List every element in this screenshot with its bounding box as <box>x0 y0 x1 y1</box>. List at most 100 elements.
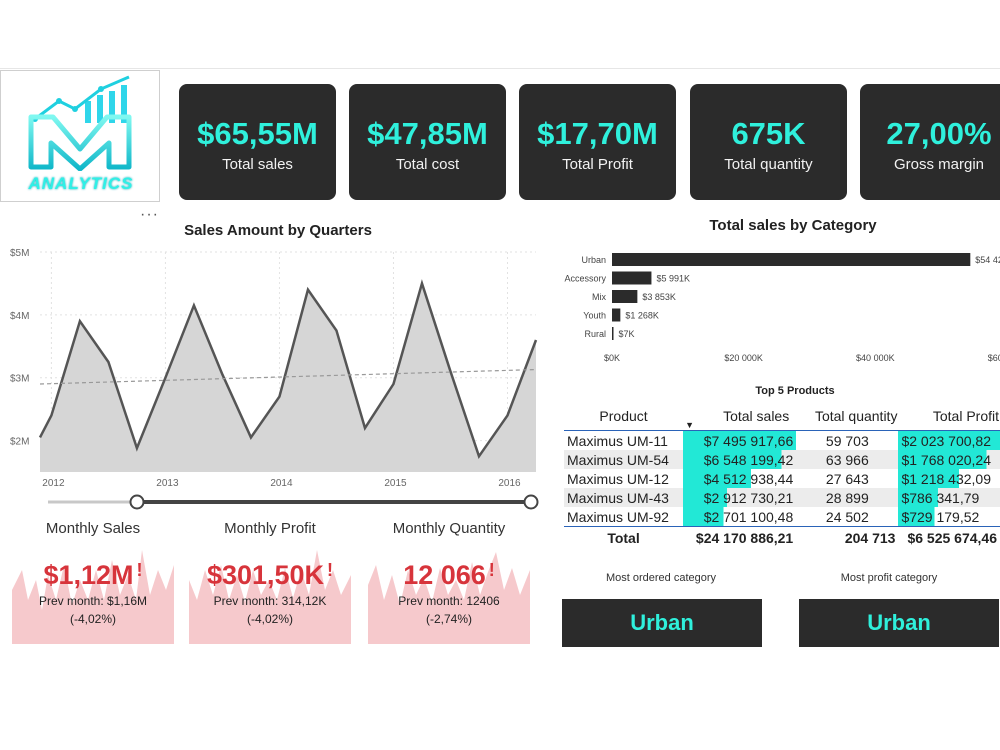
logo-mark-icon <box>28 75 132 172</box>
top-divider <box>0 68 1000 69</box>
quantity-cell: 28 899 <box>825 489 869 506</box>
category-label: Rural <box>584 329 606 339</box>
category-bar-chart[interactable]: Urban $54 427K Accessory $5 991K Mix $3 853K Y… <box>545 245 1000 370</box>
trend-change: (-4,02%) <box>69 612 116 626</box>
bar-value-label: $5 991K <box>656 274 690 284</box>
total-label: Total <box>607 530 640 546</box>
category-bar[interactable] <box>612 271 652 285</box>
bar-value-label: $3 853K <box>642 292 676 302</box>
y-tick-label: $5M <box>10 248 29 259</box>
x-tick-label: 2016 <box>498 478 521 489</box>
most-profit-label: Most profit category <box>840 572 938 584</box>
col-total-quantity[interactable]: Total quantity <box>814 408 898 424</box>
alert-icon: ! <box>488 560 495 580</box>
sales-cell: $2 912 730,21 <box>683 488 797 507</box>
profit-cell: $786 341,79 <box>898 488 1000 507</box>
bar-value-label: $54 427K <box>975 255 1000 265</box>
x-tick-label: 2013 <box>156 478 179 489</box>
product-cell: Maximus UM-12 <box>567 470 669 487</box>
category-label: Mix <box>592 292 606 302</box>
table-row[interactable]: Maximus UM-43 $2 912 730,21 28 899 $786 341… <box>564 488 1000 507</box>
alert-icon: ! <box>327 560 334 580</box>
trend-prev: Prev month: $1,16M <box>38 594 148 608</box>
category-label: Accessory <box>564 274 606 284</box>
profit-cell: $2 023 700,82 <box>898 430 1000 450</box>
trend-label: Monthly Sales <box>45 520 141 537</box>
product-cell: Maximus UM-43 <box>567 489 669 506</box>
x-tick-label: $60 000K <box>988 353 1000 363</box>
col-total-sales[interactable]: ▼ Total sales <box>683 402 796 431</box>
trend-value: 12 066 <box>403 560 486 590</box>
category-bar[interactable] <box>612 290 638 303</box>
trend-sparkline <box>189 550 351 644</box>
x-tick-label: $0K <box>604 353 620 363</box>
col-product[interactable]: Product <box>599 408 648 424</box>
category-bar[interactable] <box>612 253 971 266</box>
category-label: Youth <box>583 311 606 321</box>
analytics-logo: ANALYTICS <box>0 70 160 202</box>
trend-value-wrap: 12 066! <box>368 560 530 591</box>
top5-title: Top 5 Products <box>755 385 835 397</box>
sales-cell: $2 701 100,48 <box>683 507 797 527</box>
logo-text: ANALYTICS <box>28 174 134 193</box>
trend-sparkline <box>12 550 174 644</box>
col-total-sales-label: Total sales <box>723 408 790 424</box>
trend-value: $1,12M <box>43 560 134 590</box>
x-tick-label: 2012 <box>42 478 65 489</box>
table-header-row: Product ▼ Total sales Total quantity Tot… <box>564 402 1000 431</box>
col-total-profit[interactable]: Total Profit <box>932 408 999 424</box>
kpi-label: Total cost <box>395 156 460 173</box>
quantity-cell: 27 643 <box>825 470 869 487</box>
total-quantity: 204 713 <box>844 530 896 546</box>
kpi-value: $17,70M <box>537 116 658 151</box>
trend-prev: Prev month: 12406 <box>398 594 500 608</box>
profit-cell: $729 179,52 <box>898 507 1000 527</box>
x-tick-label: $20 000K <box>724 353 763 363</box>
kpi-label: Total sales <box>222 156 293 173</box>
table-row[interactable]: Maximus UM-11 $7 495 917,66 59 703 $2 023 7… <box>564 430 1000 450</box>
slider-handle-start[interactable] <box>129 494 145 510</box>
category-bar[interactable] <box>612 308 621 322</box>
quarters-area-chart[interactable]: $5M $4M $3M $2M 2012 2013 2014 2015 2016 <box>0 240 545 520</box>
kpi-label: Gross margin <box>893 156 985 173</box>
category-label: Urban <box>581 255 606 265</box>
most-profit-card: Urban <box>799 599 999 647</box>
trend-label: Monthly Profit <box>224 520 316 537</box>
sort-desc-icon[interactable]: ▼ <box>685 420 694 430</box>
trend-sparkline <box>368 552 530 644</box>
total-sales: $24 170 886,21 <box>695 530 794 546</box>
kpi-value: $47,85M <box>367 116 488 151</box>
more-options-icon[interactable]: ··· <box>140 206 159 223</box>
trend-label: Monthly Quantity <box>392 520 506 537</box>
x-tick-label: 2015 <box>384 478 407 489</box>
kpi-total-sales: $65,55M Total sales <box>179 84 336 200</box>
trend-value: $301,50K <box>206 560 325 590</box>
kpi-total-profit: $17,70M Total Profit <box>519 84 676 200</box>
x-tick-label: 2014 <box>270 478 293 489</box>
slider-handle-end[interactable] <box>523 494 539 510</box>
trend-change: (-4,02%) <box>246 612 293 626</box>
sales-cell: $4 512 938,44 <box>683 469 797 488</box>
trend-value-wrap: $1,12M! <box>12 560 174 591</box>
x-tick-label: $40 000K <box>856 353 895 363</box>
sales-area <box>40 283 536 472</box>
trend-card-monthly-quantity: Monthly Quantity 12 066! Prev month: 124… <box>368 520 530 644</box>
trend-change: (-2,74%) <box>425 612 472 626</box>
table-row[interactable]: Maximus UM-92 $2 701 100,48 24 502 $729 179… <box>564 507 1000 527</box>
category-bar[interactable] <box>612 327 614 340</box>
table-row[interactable]: Maximus UM-54 $6 548 199,42 63 966 $1 768 0… <box>564 450 1000 469</box>
trend-line <box>39 368 537 385</box>
most-ordered-label: Most ordered category <box>605 572 717 584</box>
trend-prev: Prev month: 314,12K <box>213 594 327 608</box>
top5-table: Product ▼ Total sales Total quantity Tot… <box>564 402 1000 549</box>
trend-card-monthly-profit: Monthly Profit $301,50K! Prev month: 314… <box>189 520 351 644</box>
y-tick-label: $4M <box>10 311 29 322</box>
kpi-value: 675K <box>731 116 806 151</box>
table-row[interactable]: Maximus UM-12 $4 512 938,44 27 643 $1 218 4… <box>564 469 1000 488</box>
product-cell: Maximus UM-11 <box>567 432 668 449</box>
alert-icon: ! <box>136 560 143 580</box>
quantity-cell: 59 703 <box>825 432 869 449</box>
y-tick-label: $2M <box>10 437 29 448</box>
total-profit: $6 525 674,46 <box>907 530 997 546</box>
product-cell: Maximus UM-54 <box>567 451 669 468</box>
